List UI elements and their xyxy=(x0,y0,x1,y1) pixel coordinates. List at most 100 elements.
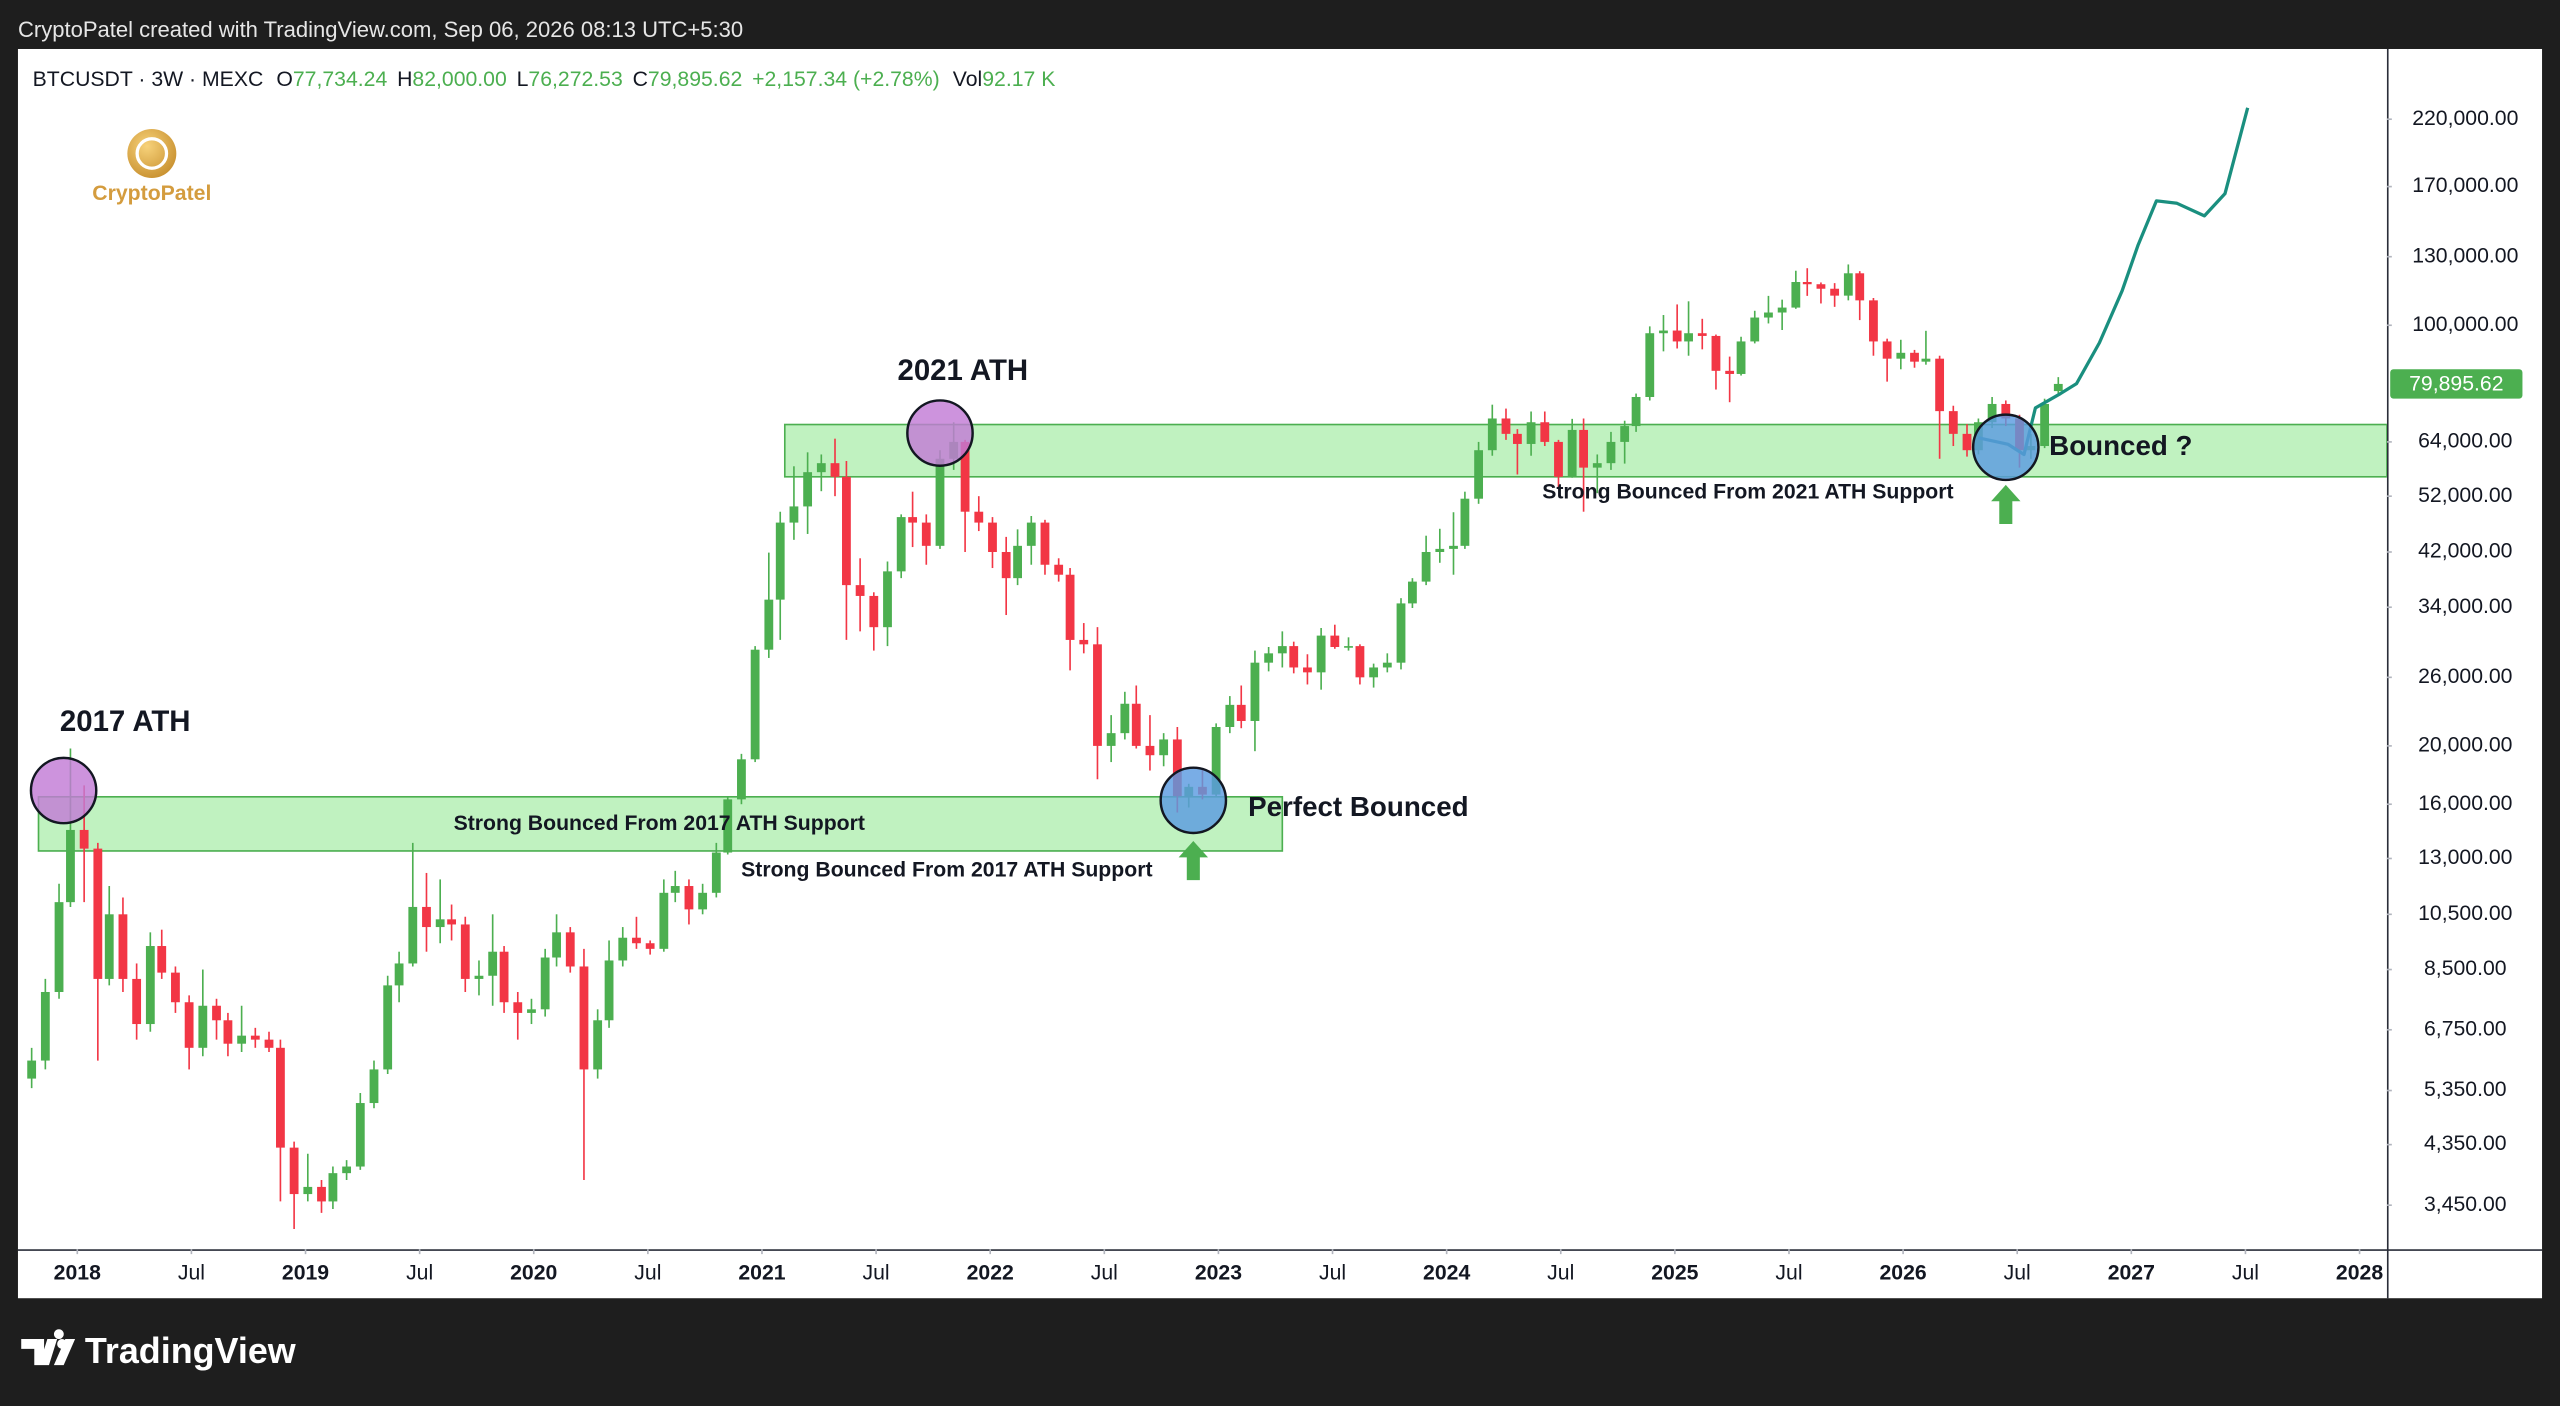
y-tick-label: 20,000.00 xyxy=(2418,734,2512,757)
x-tick-label: Jul xyxy=(634,1261,661,1284)
candle-body xyxy=(184,1002,194,1048)
chart-panel xyxy=(17,48,2543,1299)
candle-body xyxy=(1672,330,1682,342)
candle-body xyxy=(1408,581,1417,604)
volume-key: Vol xyxy=(953,68,982,91)
candle-body xyxy=(157,946,167,973)
candle-body xyxy=(1250,662,1260,721)
highlight-circle xyxy=(1159,766,1228,835)
candle-body xyxy=(830,463,840,477)
candle-body xyxy=(723,799,733,853)
highlight-circle xyxy=(29,756,98,825)
candle-body xyxy=(132,978,142,1025)
candle-body xyxy=(974,511,984,523)
ohlc-key: L xyxy=(517,68,529,91)
candle-body xyxy=(1289,646,1299,668)
candle-body xyxy=(1526,422,1536,444)
candle-body xyxy=(369,1069,379,1104)
y-tick-label: 220,000.00 xyxy=(2412,107,2518,130)
x-tick-label: 2019 xyxy=(282,1261,329,1284)
candle-body xyxy=(1921,358,1931,362)
candle-body xyxy=(1277,646,1287,654)
x-tick-label: Jul xyxy=(863,1261,890,1284)
candle-body xyxy=(565,932,575,967)
candle-body xyxy=(1791,282,1801,308)
candle-body xyxy=(803,472,813,507)
annotation: Bounced ? xyxy=(2049,430,2192,461)
candle-body xyxy=(1236,704,1246,721)
candle-body xyxy=(764,599,774,650)
logo-icon-ring xyxy=(135,137,169,170)
candle-body xyxy=(422,906,431,928)
annotation: Perfect Bounced xyxy=(1248,791,1468,822)
candle-body xyxy=(171,972,180,1003)
candle-body xyxy=(1303,667,1312,673)
candle-body xyxy=(1474,450,1484,499)
candle-body xyxy=(935,458,945,546)
candle-body xyxy=(1106,733,1116,746)
candle-body xyxy=(1369,667,1379,678)
footer-brand: TradingView xyxy=(21,1329,296,1371)
candle-body xyxy=(212,1005,221,1021)
candle-body xyxy=(618,937,628,961)
ohlc-value: 76,272.53 xyxy=(528,68,622,91)
candle-body xyxy=(789,506,799,523)
candle-body xyxy=(198,1005,208,1048)
candle-body xyxy=(684,886,694,910)
candle-body xyxy=(328,1173,338,1202)
candle-body xyxy=(1843,273,1853,296)
candle-body xyxy=(145,946,155,1025)
candle-body xyxy=(1487,418,1497,451)
candle-body xyxy=(2001,403,2011,419)
y-tick-label: 34,000.00 xyxy=(2418,595,2512,618)
candle-body xyxy=(1725,370,1735,374)
candle-body xyxy=(1013,545,1022,579)
y-tick-label: 3,450.00 xyxy=(2424,1193,2507,1216)
logo-icon xyxy=(127,129,177,178)
candle-body xyxy=(342,1166,352,1174)
candle-body xyxy=(1802,282,1812,285)
candle-body xyxy=(1330,635,1340,647)
candle-body xyxy=(1540,422,1550,442)
x-tick-label: Jul xyxy=(1319,1261,1346,1284)
candle-body xyxy=(1040,522,1050,565)
candle-body xyxy=(2040,403,2050,447)
x-tick-label: Jul xyxy=(1091,1261,1118,1284)
change: +2,157.34 (+2.78%) xyxy=(752,68,940,91)
x-tick-label: Jul xyxy=(1775,1261,1802,1284)
candle-body xyxy=(1869,300,1878,342)
candle-body xyxy=(1159,739,1169,756)
candle-body xyxy=(908,517,918,523)
candle-body xyxy=(1131,703,1141,746)
candle-body xyxy=(1659,330,1668,334)
candle-body xyxy=(447,919,456,925)
candle-body xyxy=(775,522,785,600)
candle-body xyxy=(1816,284,1826,289)
candle-body xyxy=(1264,653,1274,663)
candle-body xyxy=(1172,739,1182,797)
candle-body xyxy=(670,886,680,893)
candle-body xyxy=(1962,433,1972,451)
candle-body xyxy=(1382,662,1392,668)
y-tick-label: 5,350.00 xyxy=(2424,1078,2507,1101)
candle-body xyxy=(1948,411,1958,434)
candle-body xyxy=(276,1047,285,1148)
candle-body xyxy=(408,906,418,964)
symbol: BTCUSDT · 3W · MEXC xyxy=(33,68,264,91)
candle-body xyxy=(488,951,498,976)
y-tick-label: 16,000.00 xyxy=(2418,792,2512,815)
candle-body xyxy=(988,522,997,552)
candle-body xyxy=(264,1039,274,1048)
x-tick-label: 2026 xyxy=(1879,1261,1926,1284)
candle-body xyxy=(1435,548,1445,552)
y-tick-label: 8,500.00 xyxy=(2424,957,2507,980)
y-tick-label: 26,000.00 xyxy=(2418,665,2512,688)
candle-body xyxy=(1567,429,1577,477)
candle-body xyxy=(460,924,470,979)
y-tick-label: 4,350.00 xyxy=(2424,1132,2507,1155)
x-tick-label: 2023 xyxy=(1195,1261,1242,1284)
candle-body xyxy=(1684,333,1693,342)
candle-body xyxy=(394,963,404,986)
